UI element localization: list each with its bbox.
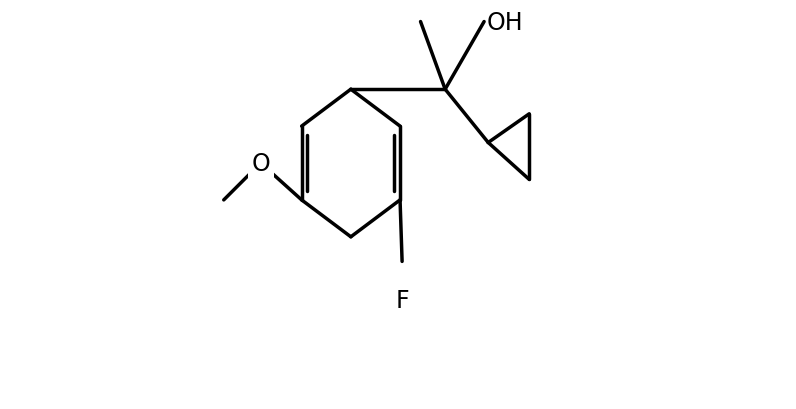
Text: O: O (252, 152, 270, 175)
Text: F: F (396, 288, 409, 312)
Text: OH: OH (486, 11, 523, 34)
